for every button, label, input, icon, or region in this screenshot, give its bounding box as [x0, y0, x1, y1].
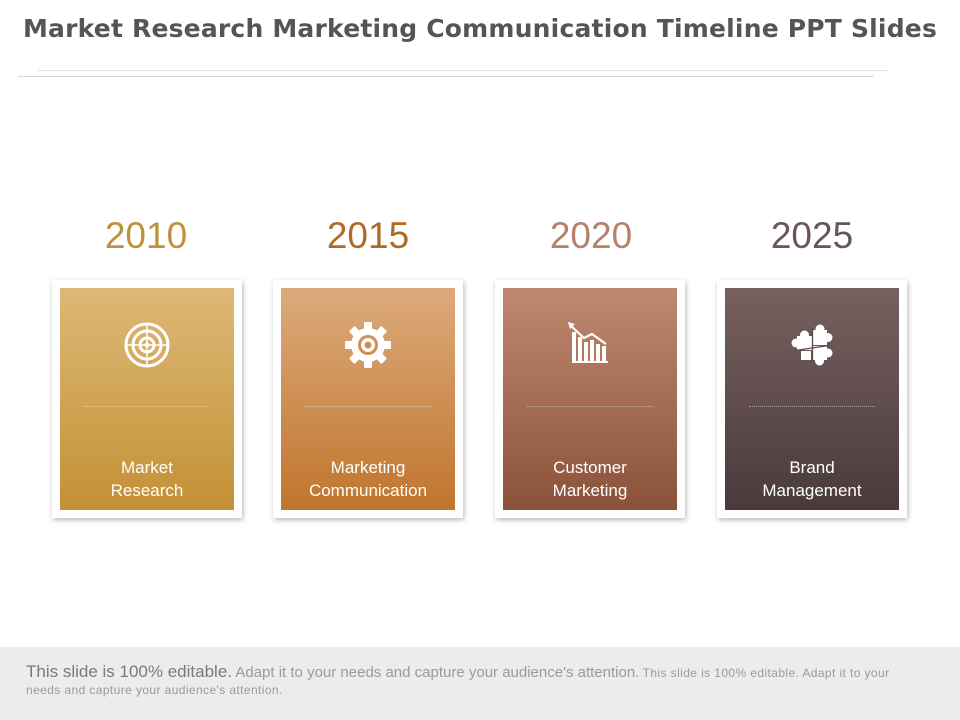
- puzzle-icon: [789, 322, 835, 368]
- label-line-2: Communication: [308, 481, 428, 500]
- timeline-card-market-research: Market Research: [52, 280, 242, 518]
- card-panel: Customer Marketing: [503, 288, 677, 510]
- timeline-card-customer-marketing: Customer Marketing: [495, 280, 685, 518]
- title-divider-bottom: [18, 76, 874, 77]
- footer-editable-note: This slide is 100% editable.: [26, 662, 233, 681]
- label-line-1: Brand: [789, 458, 835, 477]
- label-line-2: Management: [762, 481, 862, 500]
- title-divider-top: [38, 70, 888, 71]
- year-2025: 2025: [770, 215, 854, 256]
- card-label: Marketing Communication: [281, 456, 455, 502]
- slide-title: Market Research Marketing Communication …: [22, 14, 938, 43]
- timeline-card-marketing-communication: Marketing Communication: [273, 280, 463, 518]
- gear-icon: [345, 322, 391, 368]
- footer-text: This slide is 100% editable. Adapt it to…: [26, 663, 926, 699]
- card-label: Brand Management: [725, 456, 899, 502]
- card-label: Market Research: [60, 456, 234, 502]
- card-panel: Marketing Communication: [281, 288, 455, 510]
- card-divider: [305, 406, 431, 407]
- footer-bar: This slide is 100% editable. Adapt it to…: [0, 647, 960, 720]
- year-2010: 2010: [104, 215, 188, 256]
- label-line-1: Customer: [553, 458, 627, 477]
- year-2015: 2015: [326, 215, 410, 256]
- card-divider: [84, 406, 210, 407]
- label-line-2: Research: [110, 481, 184, 500]
- footer-adapt-note: Adapt it to your needs and capture your …: [235, 664, 640, 681]
- declining-chart-icon: [567, 322, 613, 368]
- footer-repeat-note: This slide is 100% editable. Adapt it to…: [26, 666, 890, 697]
- label-line-2: Marketing: [552, 481, 628, 500]
- card-divider: [749, 406, 875, 407]
- card-label: Customer Marketing: [503, 456, 677, 502]
- label-line-1: Marketing: [330, 458, 406, 477]
- card-panel: Brand Management: [725, 288, 899, 510]
- target-icon: [124, 322, 170, 368]
- year-2020: 2020: [549, 215, 633, 256]
- label-line-1: Market: [121, 458, 173, 477]
- card-panel: Market Research: [60, 288, 234, 510]
- card-divider: [527, 406, 653, 407]
- timeline-card-brand-management: Brand Management: [717, 280, 907, 518]
